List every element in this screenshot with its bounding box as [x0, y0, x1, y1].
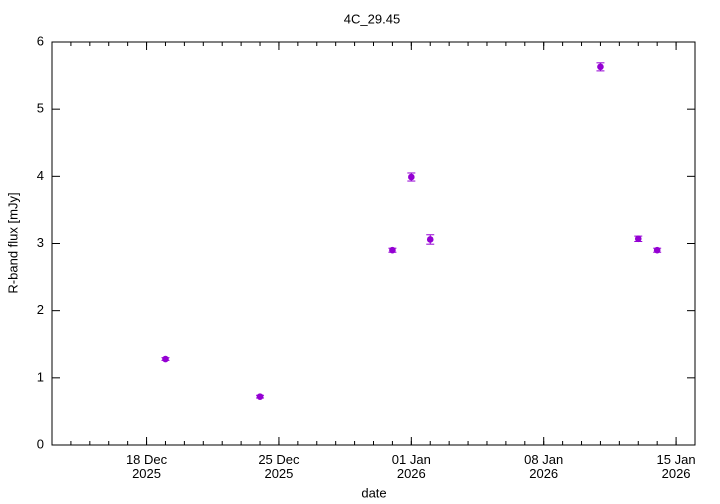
y-tick-label: 5	[37, 101, 44, 116]
y-tick-label: 2	[37, 302, 44, 317]
data-point	[256, 393, 264, 400]
data-point	[408, 173, 415, 181]
x-tick-label: 18 Dec 2025	[125, 452, 168, 481]
x-tick-label: 25 Dec 2025	[258, 452, 300, 481]
x-tick-label: 08 Jan 2026	[524, 452, 564, 481]
y-tick-label: 3	[37, 235, 44, 250]
data-point	[389, 246, 396, 254]
data-point	[426, 236, 434, 243]
data-point	[162, 355, 169, 363]
x-tick-label: 15 Jan 2026	[656, 452, 696, 481]
y-tick-label: 6	[37, 33, 44, 48]
chart-title: 4C_29.45	[344, 11, 400, 26]
y-tick-label: 0	[37, 436, 44, 451]
y-tick-label: 1	[37, 369, 44, 384]
y-axis-label: R-band flux [mJy]	[5, 192, 20, 293]
data-point	[597, 63, 604, 71]
y-tick-label: 4	[37, 168, 44, 183]
data-point	[653, 246, 661, 254]
data-point	[634, 235, 642, 243]
x-axis-label: date	[361, 485, 386, 500]
x-tick-label: 01 Jan 2026	[391, 452, 431, 481]
plot-frame	[51, 41, 696, 446]
